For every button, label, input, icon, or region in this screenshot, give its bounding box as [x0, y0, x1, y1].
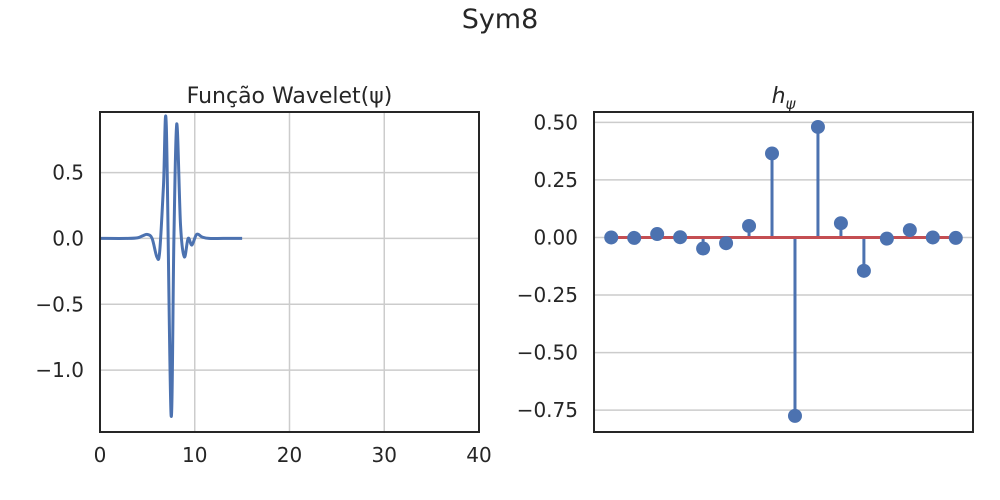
marks-right	[604, 119, 963, 423]
filter-coefficients-plot: 0.50 0.25 0.00 −0.25 −0.50 −0.75 hψ	[517, 84, 974, 433]
y-tick-label: 0.0	[52, 226, 84, 250]
plot-area-right	[594, 112, 973, 432]
wavelet-function-plot: 0 10 20 30 40 0.5 0.0 −0.5 −1.0 Função Wavelet(ψ…	[35, 84, 491, 467]
y-tick-label: 0.50	[533, 110, 578, 134]
stem-marker	[604, 230, 619, 245]
stem-marker	[650, 227, 665, 242]
y-tick-label: −0.75	[517, 398, 578, 422]
stem-marker	[742, 218, 757, 233]
x-tick-label: 40	[466, 443, 491, 467]
axes-frame-right	[593, 111, 974, 433]
stem-marker	[719, 236, 734, 251]
plot-title-right: hψ	[772, 84, 797, 113]
wavelet-line	[99, 114, 243, 418]
stem-marker	[673, 230, 688, 245]
stem-marker	[902, 223, 917, 238]
stem-marker	[765, 146, 780, 161]
stem-marker	[925, 230, 940, 245]
x-tick-label: 30	[372, 443, 397, 467]
y-tick-label: 0.00	[533, 225, 578, 249]
x-tick-label: 0	[94, 443, 107, 467]
ticks-left: 0 10 20 30 40 0.5 0.0 −0.5 −1.0	[35, 161, 491, 467]
y-tick-label: −1.0	[35, 358, 84, 382]
y-tick-label: −0.25	[517, 283, 578, 307]
stem-marker	[787, 408, 802, 423]
plot-title-left: Função Wavelet(ψ)	[187, 84, 393, 109]
axes-frame-left	[99, 111, 480, 433]
x-tick-label: 10	[182, 443, 207, 467]
marks-left	[99, 114, 243, 418]
figure-title: Sym8	[461, 4, 539, 35]
y-tick-label: 0.25	[533, 168, 578, 192]
stem-marker	[810, 119, 825, 134]
y-tick-label: −0.50	[517, 341, 578, 365]
plot-title-right-main: h	[772, 84, 786, 109]
stem-marker	[696, 241, 711, 256]
stem-marker	[856, 263, 871, 278]
stem-marker	[948, 230, 963, 245]
y-tick-label: −0.5	[35, 292, 84, 316]
stem-marker	[627, 230, 642, 245]
stem-marker	[879, 231, 894, 246]
plot-title-right-sub: ψ	[786, 95, 797, 113]
x-tick-label: 20	[277, 443, 302, 467]
ticks-right: 0.50 0.25 0.00 −0.25 −0.50 −0.75	[517, 110, 578, 422]
stem-marker	[833, 216, 848, 231]
y-tick-label: 0.5	[52, 161, 84, 185]
